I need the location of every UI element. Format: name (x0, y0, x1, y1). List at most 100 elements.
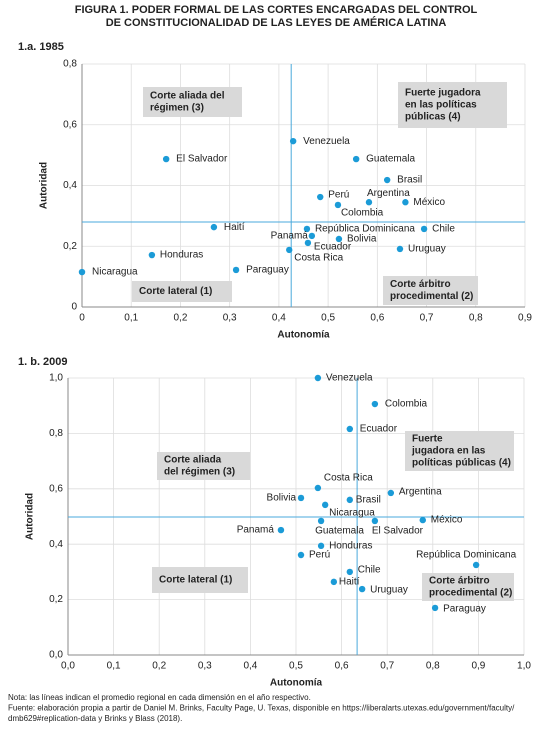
point-label: Paraguay (246, 265, 289, 276)
point (304, 239, 312, 247)
x-tick-label: 0,3 (223, 313, 237, 324)
point-label: Colombia (341, 208, 384, 219)
x-tick-label: 0,5 (321, 313, 335, 324)
y-tick-label: 0,0 (49, 650, 63, 661)
point-label: Haití (224, 222, 245, 233)
point-label: Guatemala (366, 154, 415, 165)
point (358, 585, 366, 593)
point (330, 578, 338, 586)
point (148, 251, 156, 259)
point (314, 484, 322, 492)
x-tick-label: 0,4 (272, 313, 286, 324)
point-label: Venezuela (303, 136, 350, 147)
x-tick-label: 0,8 (469, 313, 483, 324)
point (352, 155, 360, 163)
y-axis-label: Autoridad (39, 162, 50, 209)
point (365, 199, 373, 206)
x-tick-label: 0,7 (380, 661, 394, 672)
x-axis-label: Autonomía (277, 330, 330, 341)
y-tick-label: 1,0 (49, 373, 63, 384)
point (297, 551, 305, 559)
quadrant-label: Corte lateral (1) (139, 286, 212, 297)
y-axis-label: Autoridad (25, 493, 36, 540)
y-tick-label: 0 (71, 302, 77, 313)
quadrant-box (405, 431, 514, 471)
chart-title: 1. b. 2009 (18, 356, 68, 368)
point-label: Brasil (397, 175, 422, 186)
point (396, 245, 404, 253)
point-label: Panamá (271, 231, 309, 242)
point-label: Panamá (237, 525, 275, 536)
point (308, 232, 316, 240)
point (387, 489, 395, 497)
point-label: Perú (309, 550, 330, 561)
point (286, 246, 293, 254)
point-label: México (413, 197, 445, 208)
point-label: Colombia (385, 399, 428, 410)
point (210, 223, 218, 231)
point-label: Bolivia (267, 493, 297, 504)
point (297, 494, 305, 502)
y-tick-label: 0,8 (63, 59, 77, 70)
quadrant-label: en las políticas (405, 100, 477, 111)
x-tick-label: 0,2 (152, 661, 166, 672)
point (232, 266, 240, 274)
quadrant-box (132, 281, 232, 302)
x-tick-label: 0,0 (61, 661, 75, 672)
quadrant-label: públicas (4) (405, 112, 461, 123)
quadrant-label: procedimental (2) (429, 588, 512, 599)
point-label: Bolivia (347, 234, 377, 245)
y-tick-label: 0,8 (49, 428, 63, 439)
point (371, 517, 379, 525)
point (314, 374, 322, 382)
x-tick-label: 0,9 (471, 661, 485, 672)
point-label: Nicaragua (329, 508, 375, 519)
point-label: Paraguay (443, 604, 486, 615)
quadrant-label: Corte lateral (1) (159, 575, 232, 586)
x-tick-label: 0,8 (426, 661, 440, 672)
note: Fuente: elaboración propia a partir de D… (8, 704, 515, 713)
point-label: Uruguay (408, 244, 446, 255)
point-label: Honduras (160, 250, 203, 261)
y-tick-label: 0,2 (49, 594, 63, 605)
point (371, 400, 379, 408)
note: Nota: las líneas indican el promedio reg… (8, 693, 311, 702)
point (78, 268, 86, 276)
x-tick-label: 0,2 (173, 313, 187, 324)
point-label: Perú (328, 190, 349, 201)
point-label: Chile (432, 224, 455, 235)
point-label: República Dominicana (315, 224, 415, 235)
point-label: Nicaragua (92, 267, 138, 278)
point (303, 225, 311, 233)
point (317, 542, 325, 550)
x-axis-label: Autonomía (270, 678, 323, 689)
y-tick-label: 0,2 (63, 241, 77, 252)
point-label: Ecuador (314, 242, 352, 253)
point-label: Argentina (367, 188, 410, 199)
point-label: Costa Rica (294, 253, 343, 264)
figure-title: DE CONSTITUCIONALIDAD DE LAS LEYES DE AM… (106, 16, 447, 29)
point-label: El Salvador (372, 526, 424, 537)
point (335, 235, 343, 243)
x-tick-label: 0,6 (335, 661, 349, 672)
point-label: El Salvador (176, 154, 228, 165)
point-label: México (431, 515, 463, 526)
quadrant-label: Corte aliada del (150, 91, 225, 102)
y-tick-label: 0,6 (49, 483, 63, 494)
point-label: Argentina (399, 487, 442, 498)
point (431, 604, 439, 612)
quadrant-label: régimen (3) (150, 103, 204, 114)
point-label: República Dominicana (416, 550, 516, 561)
x-tick-label: 0 (79, 313, 85, 324)
quadrant-box (398, 82, 507, 128)
point (277, 526, 285, 534)
x-tick-label: 0,9 (518, 313, 532, 324)
point (321, 501, 329, 509)
quadrant-label: Corte aliada (164, 455, 222, 466)
quadrant-label: Fuerte (412, 434, 443, 445)
point (346, 568, 354, 576)
point-label: Costa Rica (324, 473, 373, 484)
point-label: Uruguay (370, 585, 408, 596)
point (289, 137, 297, 145)
